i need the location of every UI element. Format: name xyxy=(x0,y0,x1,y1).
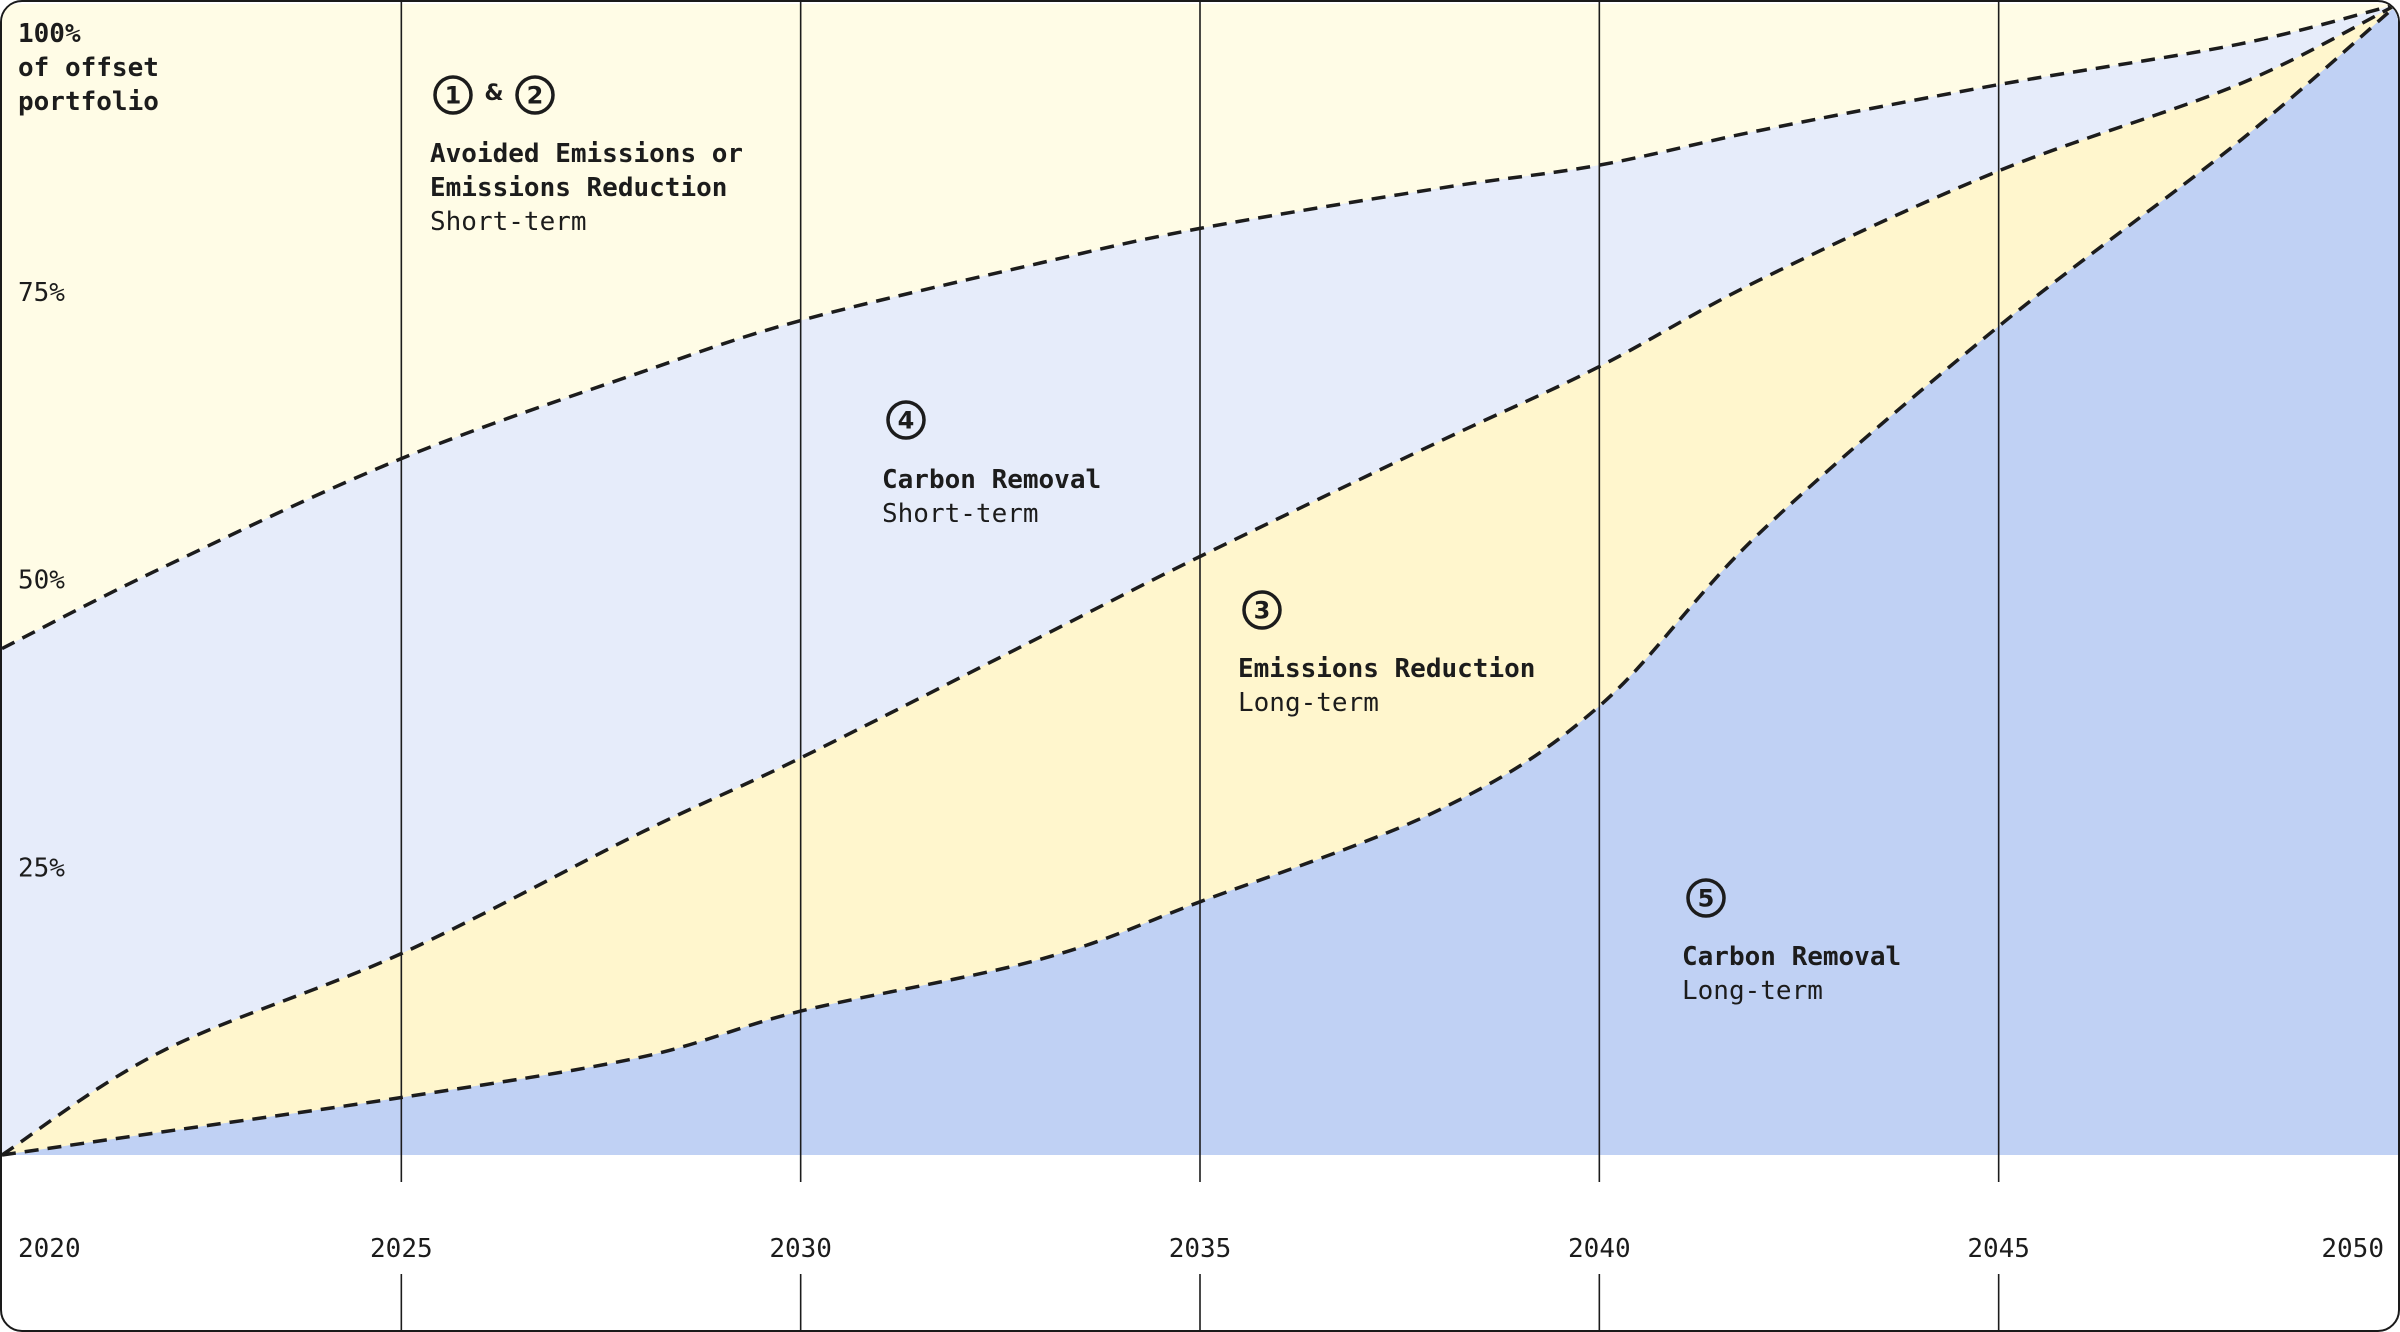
area-carbon-removal-long-term xyxy=(2,4,2398,1155)
x-tick-label-2020: 2020 xyxy=(18,1234,81,1264)
badge-number-5: 5 xyxy=(1698,885,1715,913)
x-tick-label-2035: 2035 xyxy=(1169,1234,1232,1264)
region-name-line: Emissions Reduction xyxy=(430,173,727,203)
badge-number-2: 2 xyxy=(527,82,544,110)
y-axis-title: 100% of offset portfolio xyxy=(18,19,159,117)
boundary-line-layer xyxy=(2,2,2398,1157)
region-term: Long-term xyxy=(1682,976,1823,1006)
y-tick-label-25: 25% xyxy=(18,853,65,883)
x-tick-label-2050: 2050 xyxy=(2321,1234,2384,1264)
chart-title-line-2: of offset xyxy=(18,53,159,83)
y-tick-label-50: 50% xyxy=(18,566,65,596)
region-name-line: Emissions Reduction xyxy=(1238,654,1535,684)
region-label-layer: 1 & 2 Avoided Emissions or Emissions Reducti… xyxy=(430,75,1901,1006)
badge-circle-3 xyxy=(1242,590,1282,630)
badge-number-3: 3 xyxy=(1254,597,1271,625)
gridline-layer xyxy=(400,2,2000,1330)
boundary-reduction-long-term xyxy=(2,2,2398,1157)
region-label-1: 1 & 2 Avoided Emissions or Emissions Reducti… xyxy=(430,75,743,237)
boundary-removal-long-term xyxy=(2,2,2398,1157)
region-label-2: 4 Carbon Removal Short-term xyxy=(882,400,1101,529)
region-name-line: Carbon Removal xyxy=(882,465,1101,495)
badge-number-4: 4 xyxy=(898,407,915,435)
region-term: Short-term xyxy=(430,207,587,237)
region-name-line: Carbon Removal xyxy=(1682,942,1901,972)
x-tick-label-2040: 2040 xyxy=(1568,1234,1631,1264)
badge-circle-2 xyxy=(515,75,555,115)
region-term: Long-term xyxy=(1238,688,1379,718)
badge-circle-5 xyxy=(1686,878,1726,918)
badge-circle-1 xyxy=(433,75,473,115)
chart-title-line-1: 100% xyxy=(18,19,81,49)
region-term: Short-term xyxy=(882,499,1039,529)
boundary-removal-short-term xyxy=(2,2,2398,651)
badge-connector: & xyxy=(484,81,503,106)
region-name-line: Avoided Emissions or xyxy=(430,139,743,169)
x-tick-label-2030: 2030 xyxy=(769,1234,832,1264)
badge-number-1: 1 xyxy=(445,82,462,110)
x-tick-label-2045: 2045 xyxy=(1967,1234,2030,1264)
region-label-3: 3 Emissions Reduction Long-term xyxy=(1238,590,1535,718)
chart-title-line-3: portfolio xyxy=(18,87,159,117)
x-tick-label-2025: 2025 xyxy=(370,1234,433,1264)
y-tick-label-75: 75% xyxy=(18,278,65,308)
tick-label-layer: 2020 2025 2030 2035 2040 2045 2050 75% 50% 25% xyxy=(18,278,2384,1264)
region-label-4: 5 Carbon Removal Long-term xyxy=(1682,878,1901,1006)
badge-circle-4 xyxy=(886,400,926,440)
